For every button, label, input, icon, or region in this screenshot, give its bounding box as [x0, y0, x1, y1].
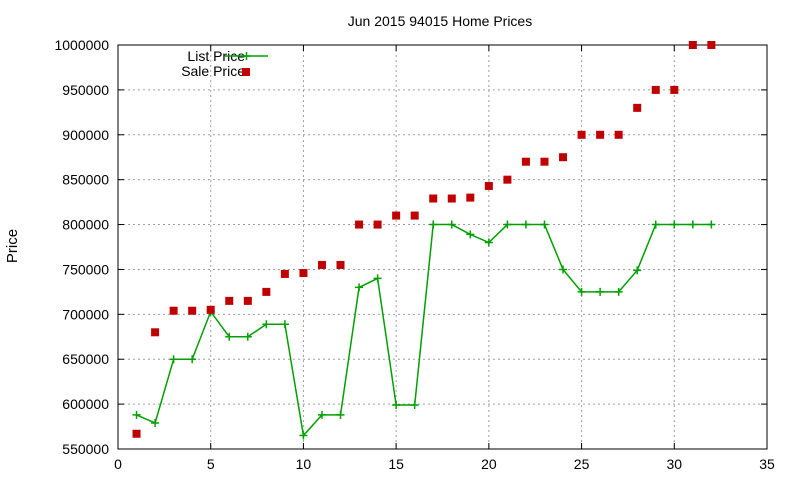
list-price-point — [614, 287, 623, 296]
sale-price-point — [132, 429, 141, 438]
y-tick-label: 750000 — [62, 261, 109, 277]
sale-price-point — [336, 260, 345, 269]
y-axis-label: Price — [4, 229, 21, 263]
sale-price-point — [169, 306, 178, 315]
sale-price-point — [540, 157, 549, 166]
legend-marker-list-price — [242, 52, 251, 60]
y-tick-label: 650000 — [62, 351, 109, 367]
sale-price-point — [151, 328, 160, 337]
list-price-point — [373, 274, 382, 283]
list-price-point — [540, 220, 549, 229]
sale-price-point — [299, 269, 308, 278]
plot-frame — [117, 44, 768, 450]
list-price-point — [188, 355, 197, 364]
list-price-point — [392, 401, 401, 410]
list-price-point — [484, 238, 493, 247]
list-price-point — [596, 287, 605, 296]
series-layer — [132, 41, 716, 440]
sale-price-point — [447, 194, 456, 203]
sale-price-point — [577, 130, 586, 139]
legend-marker-sale-price — [242, 68, 250, 76]
sale-price-point — [596, 130, 605, 139]
list-price-point — [651, 220, 660, 229]
legend-label-list-price: List Price — [187, 48, 245, 64]
list-price-point — [280, 320, 289, 329]
sale-price-point — [206, 305, 215, 314]
sale-price-point — [429, 194, 438, 203]
sale-price-point — [392, 211, 401, 220]
list-price-point — [429, 220, 438, 229]
list-price-point — [262, 320, 271, 329]
axes: 0 5 10 15 20 25 30 35 550000 600000 650000 700000 75… — [54, 37, 775, 472]
x-tick-label: 0 — [114, 456, 122, 472]
sale-price-point — [225, 296, 234, 305]
sale-price-point — [559, 153, 568, 162]
x-tick-label: 5 — [207, 456, 215, 472]
list-price-point — [317, 410, 326, 419]
sale-price-point — [355, 220, 364, 229]
list-price-point — [670, 220, 679, 229]
sale-price-point — [243, 296, 252, 305]
x-tick-label: 20 — [481, 456, 497, 472]
sale-price-point — [484, 181, 493, 190]
grid — [118, 45, 767, 449]
list-price-point — [577, 287, 586, 296]
list-price-point — [633, 266, 642, 275]
list-price-point — [559, 265, 568, 274]
y-tick-label: 550000 — [62, 441, 109, 457]
sale-price-point — [373, 220, 382, 229]
sale-price-point — [707, 41, 716, 49]
sale-price-point — [503, 175, 512, 184]
list-price-point — [707, 220, 716, 229]
list-price-point — [503, 220, 512, 229]
x-tick-label: 15 — [388, 456, 404, 472]
list-price-point — [521, 220, 530, 229]
list-price-point — [299, 431, 308, 440]
list-price-point — [355, 283, 364, 292]
sale-price-point — [188, 306, 197, 315]
sale-price-point — [688, 41, 697, 49]
list-price-point — [169, 355, 178, 364]
x-tick-label: 10 — [296, 456, 312, 472]
list-price-point — [225, 332, 234, 341]
list-price-point — [688, 220, 697, 229]
y-tick-label: 850000 — [62, 172, 109, 188]
legend-label-sale-price: Sale Price — [181, 63, 245, 79]
x-tick-label: 35 — [759, 456, 775, 472]
sale-price-point — [262, 287, 271, 296]
list-price-point — [336, 410, 345, 419]
sale-price-point — [633, 103, 642, 112]
y-tick-label: 600000 — [62, 396, 109, 412]
y-tick-label: 800000 — [62, 217, 109, 233]
list-price-point — [447, 220, 456, 229]
x-tick-label: 30 — [666, 456, 682, 472]
sale-price-point — [410, 211, 419, 220]
sale-price-point — [317, 260, 326, 269]
chart-title: Jun 2015 94015 Home Prices — [348, 13, 532, 29]
y-tick-label: 950000 — [62, 82, 109, 98]
list-price-point — [466, 230, 475, 239]
list-price-point — [132, 410, 141, 419]
y-tick-label: 900000 — [62, 127, 109, 143]
sale-price-point — [280, 269, 289, 278]
y-tick-label: 700000 — [62, 306, 109, 322]
sale-price-point — [521, 157, 530, 166]
sale-price-point — [466, 193, 475, 202]
list-price-point — [410, 401, 419, 410]
sale-price-point — [651, 85, 660, 94]
list-price-point — [243, 332, 252, 341]
list-price-point — [151, 418, 160, 427]
sale-price-point — [614, 130, 623, 139]
x-tick-label: 25 — [574, 456, 590, 472]
y-tick-label: 1000000 — [54, 37, 109, 53]
sale-price-point — [670, 85, 679, 94]
